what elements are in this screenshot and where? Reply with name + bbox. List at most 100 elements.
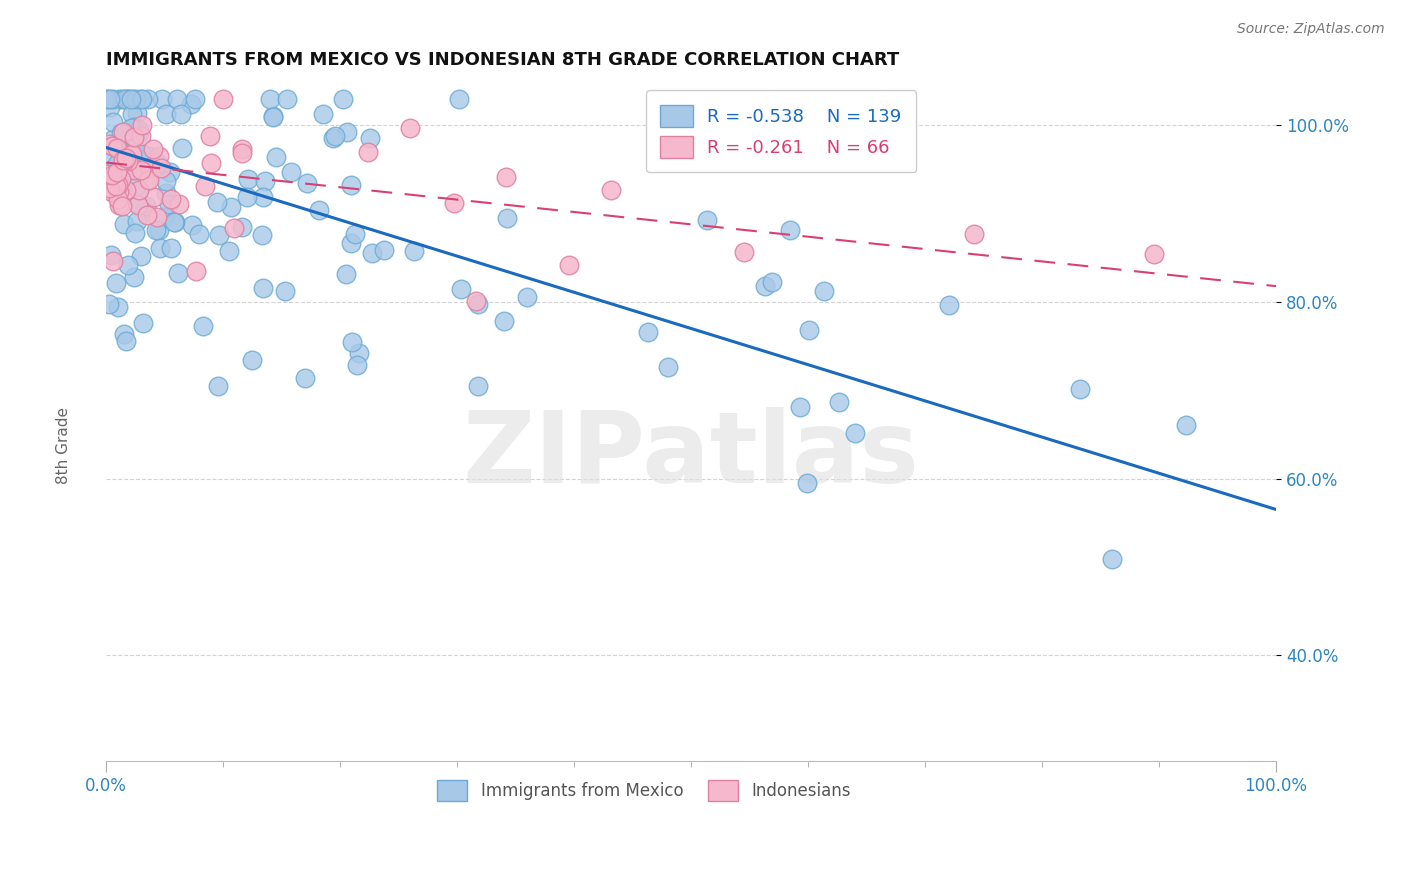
Point — [138, 148, 160, 162]
Point — [132, 316, 155, 330]
Point — [101, 132, 124, 146]
Point — [155, 186, 177, 200]
Point — [1143, 247, 1166, 261]
Point — [107, 92, 129, 106]
Point — [340, 236, 363, 251]
Point — [129, 145, 152, 160]
Point — [98, 153, 121, 167]
Point — [224, 221, 246, 235]
Point — [170, 107, 193, 121]
Point — [657, 359, 679, 374]
Point — [104, 276, 127, 290]
Point — [1101, 552, 1123, 566]
Point — [98, 178, 121, 192]
Point — [180, 97, 202, 112]
Point — [262, 109, 284, 123]
Point — [115, 334, 138, 348]
Point — [107, 186, 129, 200]
Point — [120, 147, 142, 161]
Point — [101, 186, 124, 200]
Point — [311, 107, 333, 121]
Point — [516, 290, 538, 304]
Point — [163, 215, 186, 229]
Point — [105, 169, 128, 184]
Point — [100, 247, 122, 261]
Point — [122, 163, 145, 178]
Point — [443, 196, 465, 211]
Point — [107, 300, 129, 314]
Point — [361, 245, 384, 260]
Point — [142, 142, 165, 156]
Point — [107, 178, 129, 192]
Point — [159, 164, 181, 178]
Point — [450, 282, 472, 296]
Point — [183, 92, 205, 106]
Point — [200, 156, 222, 170]
Point — [240, 353, 263, 368]
Point — [149, 241, 172, 255]
Point — [135, 199, 157, 213]
Point — [231, 142, 253, 156]
Point — [962, 227, 984, 241]
Point — [789, 400, 811, 414]
Point — [121, 107, 143, 121]
Point — [97, 297, 120, 311]
Point — [205, 194, 228, 209]
Point — [124, 120, 146, 135]
Text: Source: ZipAtlas.com: Source: ZipAtlas.com — [1237, 22, 1385, 37]
Point — [844, 426, 866, 441]
Point — [124, 129, 146, 144]
Point — [172, 141, 194, 155]
Point — [492, 313, 515, 327]
Point — [464, 294, 486, 309]
Point — [274, 284, 297, 298]
Point — [98, 137, 121, 152]
Point — [131, 92, 153, 106]
Point — [166, 266, 188, 280]
Point — [796, 475, 818, 490]
Point — [129, 129, 152, 144]
Point — [101, 139, 124, 153]
Point — [797, 323, 820, 337]
Point — [105, 179, 128, 194]
Point — [637, 326, 659, 340]
Point — [155, 106, 177, 120]
Point — [159, 192, 181, 206]
Point — [373, 243, 395, 257]
Point — [252, 190, 274, 204]
Point — [828, 395, 851, 409]
Point — [101, 115, 124, 129]
Point — [98, 100, 121, 114]
Point — [146, 156, 169, 170]
Point — [280, 164, 302, 178]
Point — [264, 150, 287, 164]
Point — [322, 131, 344, 145]
Point — [138, 173, 160, 187]
Point — [276, 92, 298, 106]
Point — [107, 157, 129, 171]
Point — [111, 153, 134, 168]
Point — [347, 346, 370, 360]
Point — [127, 196, 149, 211]
Point — [105, 165, 128, 179]
Point — [340, 178, 363, 192]
Point — [159, 197, 181, 211]
Point — [253, 174, 276, 188]
Point — [101, 139, 124, 153]
Point — [105, 141, 128, 155]
Point — [231, 220, 253, 235]
Point — [163, 215, 186, 229]
Point — [131, 163, 153, 178]
Point — [231, 145, 253, 160]
Point — [404, 244, 426, 258]
Point — [495, 170, 517, 185]
Point — [111, 199, 134, 213]
Point — [335, 267, 357, 281]
Point — [252, 281, 274, 295]
Point — [131, 118, 153, 132]
Point — [250, 227, 273, 242]
Point — [105, 183, 128, 197]
Point — [124, 270, 146, 285]
Text: 8th Grade: 8th Grade — [56, 408, 72, 484]
Point — [343, 227, 366, 241]
